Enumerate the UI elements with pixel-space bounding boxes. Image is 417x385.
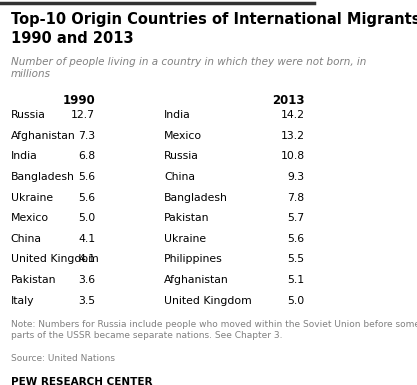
Text: Number of people living in a country in which they were not born, in
millions: Number of people living in a country in … [11,57,366,79]
Text: 9.3: 9.3 [287,172,304,182]
Text: Afghanistan: Afghanistan [164,275,229,285]
Text: Bangladesh: Bangladesh [11,172,75,182]
Text: 7.8: 7.8 [287,192,304,203]
Text: 13.2: 13.2 [281,131,304,141]
Text: 5.7: 5.7 [287,213,304,223]
Text: China: China [11,234,42,244]
Text: 5.6: 5.6 [78,192,95,203]
Text: 7.3: 7.3 [78,131,95,141]
Text: 5.0: 5.0 [78,213,95,223]
Text: China: China [164,172,195,182]
Text: Italy: Italy [11,296,34,306]
Text: 5.1: 5.1 [287,275,304,285]
Text: 3.6: 3.6 [78,275,95,285]
Text: 12.7: 12.7 [71,110,95,120]
Text: 5.6: 5.6 [287,234,304,244]
Text: 4.1: 4.1 [78,234,95,244]
Text: Bangladesh: Bangladesh [164,192,228,203]
Text: Pakistan: Pakistan [164,213,209,223]
Text: Mexico: Mexico [11,213,49,223]
Text: Russia: Russia [11,110,45,120]
Text: 1990: 1990 [63,94,95,107]
Text: 5.0: 5.0 [287,296,304,306]
Text: Mexico: Mexico [164,131,202,141]
Text: India: India [11,151,38,161]
Text: Top-10 Origin Countries of International Migrants,
1990 and 2013: Top-10 Origin Countries of International… [11,12,417,46]
Text: 10.8: 10.8 [281,151,304,161]
Text: Ukraine: Ukraine [11,192,53,203]
Text: PEW RESEARCH CENTER: PEW RESEARCH CENTER [11,377,152,385]
Text: 5.6: 5.6 [78,172,95,182]
Text: 6.8: 6.8 [78,151,95,161]
Text: Pakistan: Pakistan [11,275,56,285]
Text: Note: Numbers for Russia include people who moved within the Soviet Union before: Note: Numbers for Russia include people … [11,320,417,340]
Text: India: India [164,110,191,120]
Text: United Kingdom: United Kingdom [164,296,252,306]
Text: Philippines: Philippines [164,254,223,264]
Text: Source: United Nations: Source: United Nations [11,354,115,363]
Text: Russia: Russia [164,151,199,161]
Text: 14.2: 14.2 [281,110,304,120]
Text: 2013: 2013 [272,94,304,107]
Text: 3.5: 3.5 [78,296,95,306]
Text: 5.5: 5.5 [287,254,304,264]
Text: 4.1: 4.1 [78,254,95,264]
Text: Ukraine: Ukraine [164,234,206,244]
Text: Afghanistan: Afghanistan [11,131,75,141]
Text: United Kingdom: United Kingdom [11,254,98,264]
